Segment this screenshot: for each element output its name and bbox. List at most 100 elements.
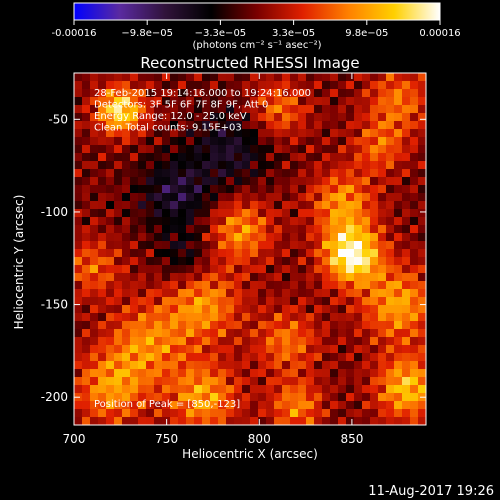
heatmap-cell — [186, 281, 195, 290]
heatmap-cell — [298, 217, 307, 226]
heatmap-cell — [250, 89, 259, 98]
heatmap-cell — [314, 177, 323, 186]
heatmap-cell — [298, 169, 307, 178]
heatmap-cell — [154, 81, 163, 90]
heatmap-cell — [242, 121, 251, 130]
heatmap-cell — [226, 153, 235, 162]
heatmap-cell — [394, 257, 403, 266]
heatmap-cell — [274, 401, 283, 410]
heatmap-cell — [90, 73, 99, 82]
heatmap-cell — [98, 73, 107, 82]
heatmap-cell — [178, 321, 187, 330]
heatmap-cell — [362, 337, 371, 346]
heatmap-cell — [274, 257, 283, 266]
heatmap-cell — [322, 97, 331, 106]
heatmap-cell — [146, 89, 155, 98]
heatmap-cell — [106, 185, 115, 194]
heatmap-cell — [170, 241, 179, 250]
heatmap-cell — [258, 417, 267, 425]
heatmap-cell — [354, 361, 363, 370]
heatmap-cell — [98, 129, 107, 138]
heatmap-cell — [338, 169, 347, 178]
heatmap-cell — [74, 345, 83, 354]
heatmap-cell — [394, 369, 403, 378]
heatmap-cell — [170, 217, 179, 226]
heatmap-cell — [162, 169, 171, 178]
heatmap-cell — [290, 169, 299, 178]
heatmap-cell — [354, 73, 363, 82]
heatmap-cell — [90, 177, 99, 186]
heatmap-cell — [274, 177, 283, 186]
heatmap-cell — [282, 169, 291, 178]
heatmap-cell — [354, 105, 363, 114]
heatmap-cell — [410, 361, 419, 370]
heatmap-cell — [394, 89, 403, 98]
heatmap-cell — [378, 313, 387, 322]
heatmap-cell — [186, 321, 195, 330]
heatmap-cell — [298, 265, 307, 274]
heatmap-cell — [346, 121, 355, 130]
heatmap-cell — [178, 169, 187, 178]
heatmap-cell — [370, 289, 379, 298]
heatmap-cell — [210, 105, 219, 114]
heatmap-cell — [170, 369, 179, 378]
heatmap-cell — [394, 345, 403, 354]
heatmap-cell — [226, 209, 235, 218]
heatmap-cell — [354, 185, 363, 194]
heatmap-cell — [186, 73, 195, 82]
heatmap-cell — [218, 417, 227, 425]
heatmap-cell — [194, 369, 203, 378]
heatmap-cell — [210, 353, 219, 362]
heatmap-cell — [122, 121, 131, 130]
heatmap-cell — [394, 329, 403, 338]
heatmap-cell — [306, 393, 315, 402]
heatmap-cell — [234, 137, 243, 146]
heatmap-cell — [362, 241, 371, 250]
heatmap-cell — [290, 241, 299, 250]
heatmap-cell — [322, 129, 331, 138]
heatmap-cell — [298, 249, 307, 258]
heatmap-cell — [242, 137, 251, 146]
heatmap-cell — [314, 217, 323, 226]
heatmap-cell — [98, 265, 107, 274]
heatmap-cell — [258, 177, 267, 186]
heatmap-cell — [314, 209, 323, 218]
heatmap-cell — [290, 217, 299, 226]
heatmap-cell — [314, 137, 323, 146]
heatmap-cell — [330, 185, 339, 194]
heatmap-cell — [282, 201, 291, 210]
heatmap-cell — [394, 281, 403, 290]
heatmap-cell — [226, 361, 235, 370]
heatmap-cell — [226, 289, 235, 298]
heatmap-cell — [370, 409, 379, 418]
heatmap-cell — [162, 161, 171, 170]
heatmap-cell — [90, 273, 99, 282]
heatmap-cell — [138, 137, 147, 146]
heatmap-cell — [162, 81, 171, 90]
heatmap-cell — [218, 313, 227, 322]
heatmap-cell — [258, 305, 267, 314]
heatmap-cell — [226, 345, 235, 354]
heatmap-cell — [98, 241, 107, 250]
heatmap-cell — [226, 329, 235, 338]
heatmap-cell — [226, 177, 235, 186]
heatmap-cell — [138, 169, 147, 178]
heatmap-cell — [378, 305, 387, 314]
heatmap-cell — [410, 273, 419, 282]
heatmap-cell — [178, 233, 187, 242]
heatmap-cell — [130, 345, 139, 354]
heatmap-cell — [274, 321, 283, 330]
heatmap-cell — [250, 297, 259, 306]
heatmap-cell — [146, 177, 155, 186]
heatmap-cell — [194, 153, 203, 162]
heatmap-cell — [322, 273, 331, 282]
heatmap-cell — [338, 417, 347, 425]
heatmap-cell — [130, 137, 139, 146]
heatmap-cell — [274, 89, 283, 98]
heatmap-cell — [122, 73, 131, 82]
heatmap-cell — [402, 121, 411, 130]
heatmap-cell — [314, 361, 323, 370]
heatmap-cell — [306, 105, 315, 114]
heatmap-cell — [82, 89, 91, 98]
heatmap-cell — [170, 313, 179, 322]
